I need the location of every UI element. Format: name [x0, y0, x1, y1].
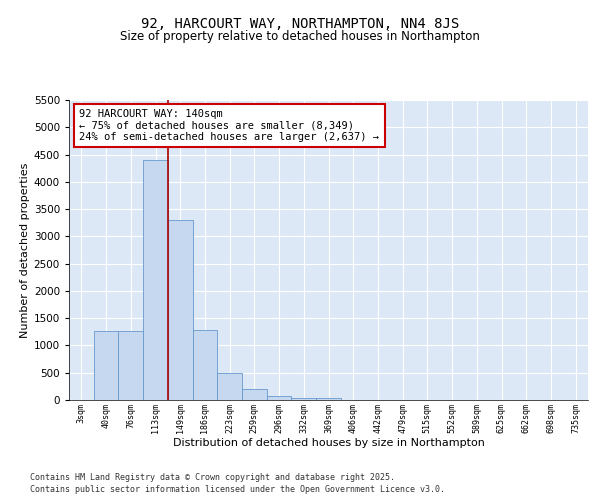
Bar — [168, 220, 193, 400]
Text: 92 HARCOURT WAY: 140sqm
← 75% of detached houses are smaller (8,349)
24% of semi: 92 HARCOURT WAY: 140sqm ← 75% of detache… — [79, 109, 379, 142]
Bar — [267, 396, 292, 400]
Bar — [316, 398, 341, 400]
Text: Contains public sector information licensed under the Open Government Licence v3: Contains public sector information licen… — [30, 485, 445, 494]
X-axis label: Distribution of detached houses by size in Northampton: Distribution of detached houses by size … — [173, 438, 484, 448]
Bar — [143, 160, 168, 400]
Bar — [217, 372, 242, 400]
Y-axis label: Number of detached properties: Number of detached properties — [20, 162, 29, 338]
Bar — [292, 398, 316, 400]
Bar — [242, 389, 267, 400]
Bar — [193, 330, 217, 400]
Bar — [94, 330, 118, 400]
Text: 92, HARCOURT WAY, NORTHAMPTON, NN4 8JS: 92, HARCOURT WAY, NORTHAMPTON, NN4 8JS — [141, 18, 459, 32]
Text: Size of property relative to detached houses in Northampton: Size of property relative to detached ho… — [120, 30, 480, 43]
Text: Contains HM Land Registry data © Crown copyright and database right 2025.: Contains HM Land Registry data © Crown c… — [30, 472, 395, 482]
Bar — [118, 330, 143, 400]
